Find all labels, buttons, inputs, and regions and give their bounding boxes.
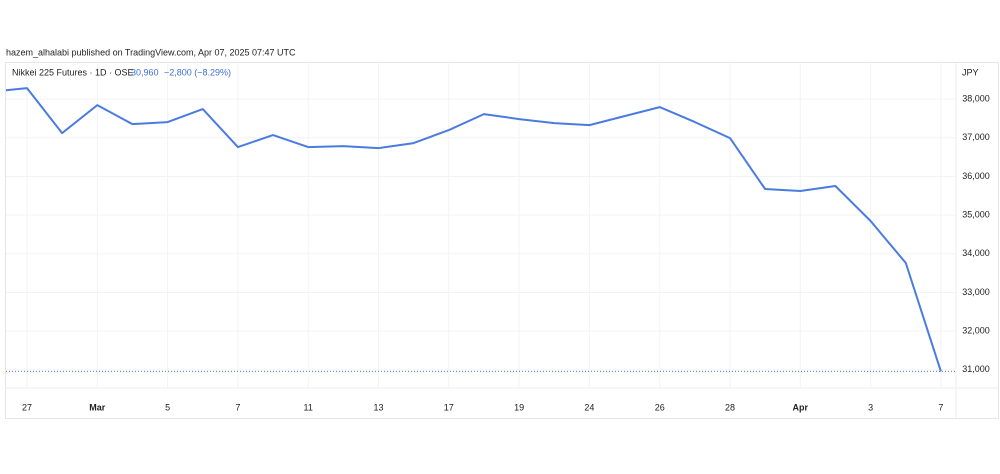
- y-tick-label: 33,000: [962, 287, 990, 297]
- legend-last: 30,960: [131, 67, 159, 77]
- x-tick-label: Apr: [793, 402, 809, 412]
- x-tick-label: 7: [235, 402, 240, 412]
- y-tick-label: 34,000: [962, 248, 990, 258]
- y-tick-label: 37,000: [962, 132, 990, 142]
- x-tick-label: 5: [165, 402, 170, 412]
- y-tick-label: 32,000: [962, 326, 990, 336]
- publisher-header: hazem_alhalabi published on TradingView.…: [6, 47, 296, 57]
- x-tick-label: 26: [655, 402, 665, 412]
- x-tick-label: 19: [514, 402, 524, 412]
- y-tick-label: 31,000: [962, 364, 990, 374]
- y-tick-label: 38,000: [962, 93, 990, 103]
- x-tick-label: 28: [725, 402, 735, 412]
- x-tick-label: 13: [373, 402, 383, 412]
- chart-frame: [5, 62, 999, 419]
- y-tick-label: 36,000: [962, 171, 990, 181]
- x-tick-label: Mar: [89, 402, 106, 412]
- x-tick-label: 11: [304, 402, 313, 412]
- x-tick-label: 27: [22, 402, 32, 412]
- legend-symbol: Nikkei 225 Futures · 1D · OSE: [12, 67, 134, 77]
- currency-label: JPY: [962, 67, 979, 77]
- price-line: [6, 87, 942, 372]
- y-tick-label: 35,000: [962, 210, 990, 220]
- x-tick-label: 24: [584, 402, 594, 412]
- x-tick-label: 17: [444, 402, 454, 412]
- legend-change: −2,800 (−8.29%): [164, 67, 231, 77]
- x-tick-label: 7: [938, 402, 943, 412]
- x-tick-label: 3: [868, 402, 873, 412]
